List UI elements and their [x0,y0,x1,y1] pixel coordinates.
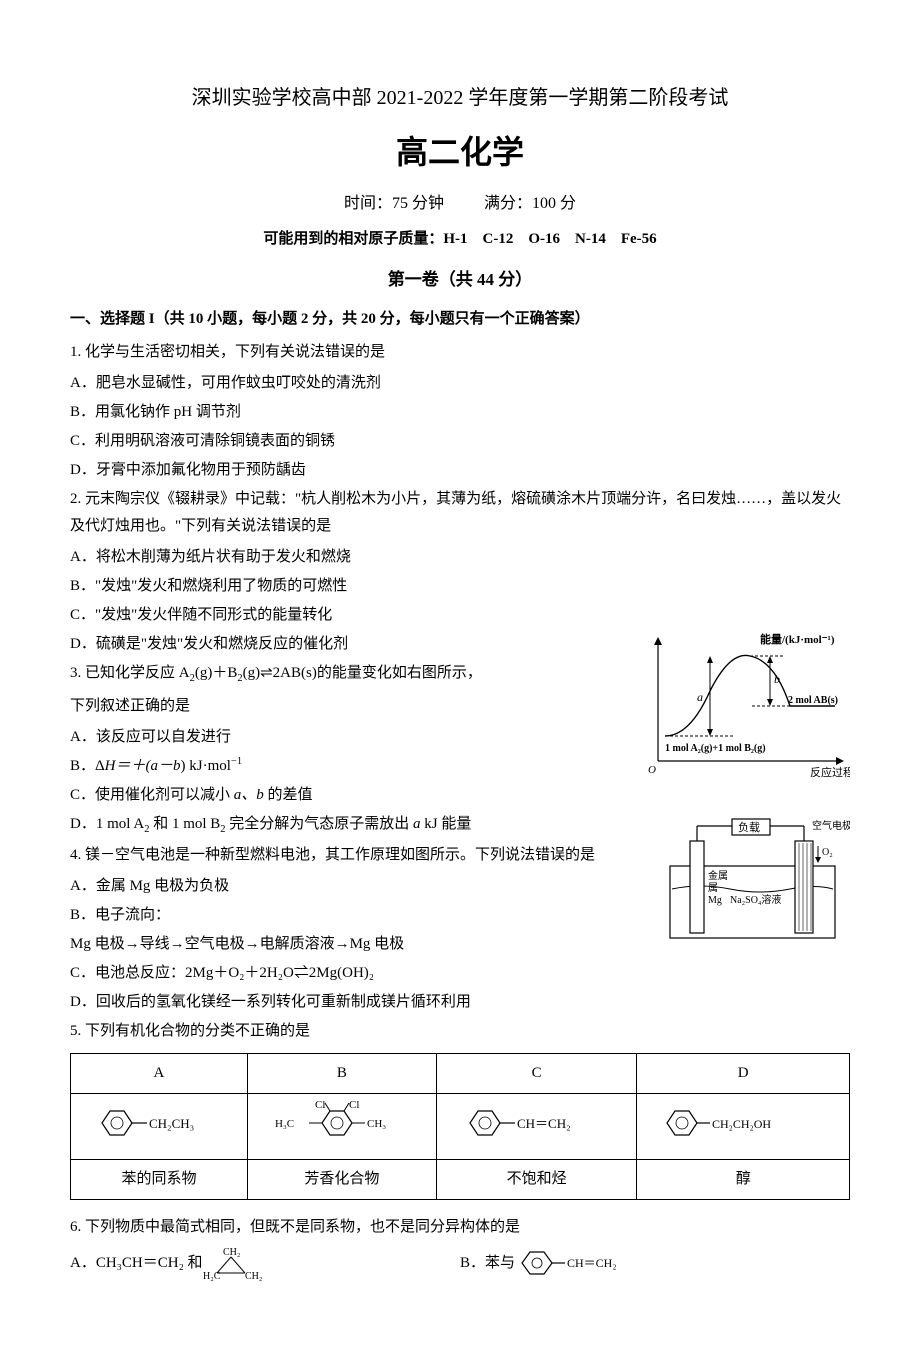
q3-c-part: 的差值 [264,787,313,803]
svg-text:b: b [774,672,780,686]
q3-option-a: A．该反应可以自发进行 [70,724,628,751]
svg-text:1 mol A₂(g)+1 mol B₂(g): 1 mol A₂(g)+1 mol B₂(g) [665,743,766,754]
svg-text:O₂: O₂ [822,847,833,858]
svg-text:CH₃: CH₃ [367,1118,386,1130]
svg-text:能量/(kJ·mol⁻¹): 能量/(kJ·mol⁻¹) [760,632,835,646]
q3-option-d: D．1 mol A2 和 1 mol B2 完全分解为气态原子需放出 a kJ … [70,811,648,840]
q2-option-d: D．硫磺是"发烛"发火和燃烧反应的催化剂 [70,631,628,658]
q3-stem: 3. 已知化学反应 A2(g)＋B2(g)⇌2AB(s)的能量变化如右图所示， [70,660,628,689]
q3-option-c: C．使用催化剂可以减小 a、b 的差值 [70,782,628,809]
q5-stem: 5. 下列有机化合物的分类不正确的是 [70,1018,850,1045]
q2-option-a: A．将松木削薄为纸片状有助于发火和燃烧 [70,544,850,571]
svg-text:CH＝CH₂: CH＝CH₂ [567,1256,617,1270]
q3-b-part: a－b [150,758,180,774]
q5-formula-a: CH₂CH₃ [71,1093,248,1159]
svg-text:负载: 负载 [738,820,760,834]
svg-text:Cl: Cl [349,1100,359,1111]
q1-stem: 1. 化学与生活密切相关，下列有关说法错误的是 [70,339,850,366]
q5-header-b: B [247,1053,436,1093]
svg-text:CH₂: CH₂ [245,1271,262,1281]
q5-class-a: 苯的同系物 [71,1160,248,1200]
q2-option-b: B．"发烛"发火和燃烧利用了物质的可燃性 [70,573,850,600]
q3-stem-part: (g)⇌2AB(s)的能量变化如右图所示， [243,665,482,681]
exam-header-title: 深圳实验学校高中部 2021-2022 学年度第一学期第二阶段考试 [70,80,850,116]
q4-option-c: C．电池总反应：2Mg＋O₂＋2H₂O⇌2Mg(OH)₂ [70,960,648,987]
svg-text:Na₂SO₄溶液: Na₂SO₄溶液 [730,893,781,906]
time-score-line: 时间：75 分钟 满分：100 分 [70,190,850,219]
q4-stem: 4. 镁－空气电池是一种新型燃料电池，其工作原理如图所示。下列说法错误的是 [70,842,648,869]
svg-text:H₃C: H₃C [275,1118,294,1130]
table-row: A B C D [71,1053,850,1093]
q6-option-b: B．苯与 CH＝CH₂ [460,1245,850,1281]
svg-text:属: 属 [708,882,718,894]
q4-option-a: A．金属 Mg 电极为负极 [70,873,648,900]
energy-diagram-figure: 能量/(kJ·mol⁻¹) 反应过程 O a b 2 mol AB(s) 1 m… [640,631,850,781]
q3-option-b: B．ΔH＝＋(a－b) kJ·mol−1 [70,753,628,780]
q5-class-d: 醇 [637,1160,850,1200]
q6-option-a: A．CH₃CH＝CH₂ 和 CH₂ H₂C CH₂ [70,1245,460,1281]
table-row: 苯的同系物 芳香化合物 不饱和烃 醇 [71,1160,850,1200]
table-row: CH₂CH₃ Cl Cl H₃C CH₃ CH＝CH₂ [71,1093,850,1159]
q5-header-c: C [436,1053,637,1093]
q3-d-part: 完全分解为气态原子需放出 [226,816,414,832]
q5-header-d: D [637,1053,850,1093]
section-1-title: 一、选择题 I（共 10 小题，每小题 2 分，共 20 分，每小题只有一个正确… [70,306,850,333]
score-label: 满分：100 分 [484,195,576,212]
q6-stem: 6. 下列物质中最简式相同，但既不是同系物，也不是同分异构体的是 [70,1214,850,1241]
q5-class-c: 不饱和烃 [436,1160,637,1200]
q5-table: A B C D CH₂CH₃ Cl Cl H₃C [70,1053,850,1200]
svg-text:H₂C: H₂C [203,1271,221,1281]
svg-text:CH₂CH₃: CH₂CH₃ [149,1116,194,1131]
q3-d-part: D．1 mol A [70,816,144,832]
q1-option-b: B．用氯化钠作 pH 调节剂 [70,399,850,426]
q3-stem-part: 3. 已知化学反应 A [70,665,190,681]
svg-text:Mg: Mg [708,895,722,906]
q3-stem2: 下列叙述正确的是 [70,693,628,720]
svg-text:Cl: Cl [315,1100,325,1111]
q3-d-part: 和 1 mol B [149,816,220,832]
q3-b-part: ) kJ·mol [181,758,231,774]
q3-c-part: a、b [234,787,264,803]
svg-text:金属: 金属 [708,869,728,882]
q5-class-b: 芳香化合物 [247,1160,436,1200]
svg-text:O: O [648,764,656,776]
q3-c-part: C．使用催化剂可以减小 [70,787,234,803]
subject-title: 高二化学 [70,124,850,182]
q4-option-b2: Mg 电极→导线→空气电极→电解质溶液→Mg 电极 [70,931,648,958]
svg-text:CH＝CH₂: CH＝CH₂ [517,1116,571,1131]
q5-header-a: A [71,1053,248,1093]
q4-option-d: D．回收后的氢氧化镁经一系列转化可重新制成镁片循环利用 [70,989,850,1016]
q2-option-c: C．"发烛"发火伴随不同形式的能量转化 [70,602,850,629]
q5-formula-b: Cl Cl H₃C CH₃ [247,1093,436,1159]
q6-a-part: A．CH₃CH＝CH₂ 和 [70,1250,203,1277]
q1-option-c: C．利用明矾溶液可清除铜镜表面的铜锈 [70,428,850,455]
cyclopropane-icon: CH₂ H₂C CH₂ [203,1245,273,1281]
q5-formula-d: CH₂CH₂OH [637,1093,850,1159]
svg-text:2 mol AB(s): 2 mol AB(s) [788,695,838,706]
svg-text:反应过程: 反应过程 [810,765,850,779]
q3-b-part: H＝＋( [105,758,151,774]
q4-option-b: B．电子流向： [70,902,648,929]
q3-d-part: a [413,816,421,832]
battery-diagram-figure: 负载 空气电极 O₂ 金属 属 Mg Na₂SO₄溶液 [660,811,850,946]
svg-text:a: a [697,690,703,704]
svg-text:CH₂: CH₂ [223,1247,240,1258]
q2-stem: 2. 元末陶宗仪《辍耕录》中记载："杭人削松木为小片，其薄为纸，熔硫磺涂木片顶端… [70,486,850,540]
q3-stem-part: (g)＋B [195,665,238,681]
atomic-mass-line: 可能用到的相对原子质量：H-1 C-12 O-16 N-14 Fe-56 [70,226,850,253]
styrene-icon: CH＝CH₂ [515,1247,645,1279]
q6-b-part: B．苯与 [460,1250,515,1277]
q1-option-d: D．牙膏中添加氟化物用于预防龋齿 [70,457,850,484]
q3-b-part: B．Δ [70,758,105,774]
q1-option-a: A．肥皂水显碱性，可用作蚊虫叮咬处的清洗剂 [70,370,850,397]
q5-formula-c: CH＝CH₂ [436,1093,637,1159]
svg-text:CH₂CH₂OH: CH₂CH₂OH [712,1117,771,1131]
svg-text:空气电极: 空气电极 [812,819,850,832]
time-label: 时间：75 分钟 [344,195,444,212]
q3-d-part: kJ 能量 [421,816,472,832]
volume-title: 第一卷（共 44 分） [70,265,850,296]
